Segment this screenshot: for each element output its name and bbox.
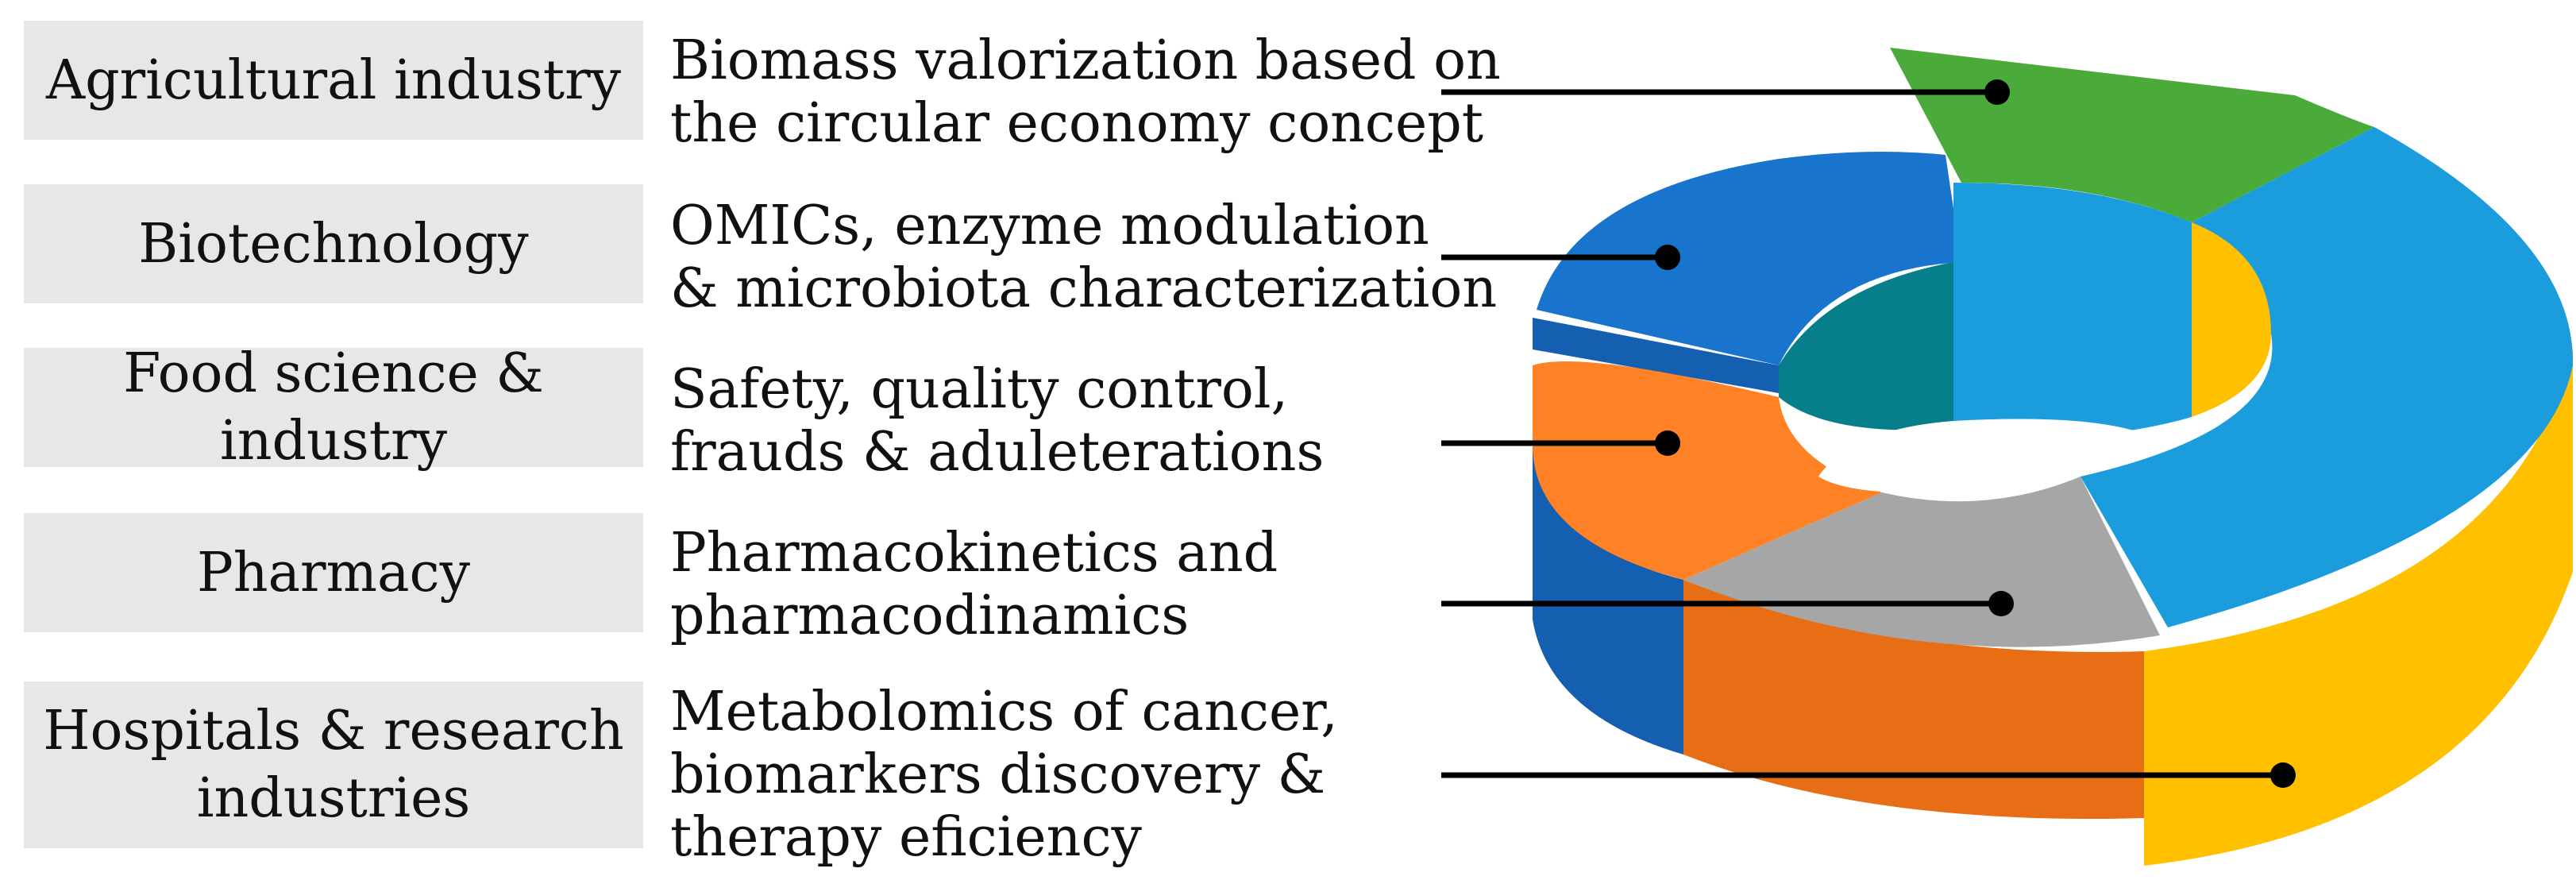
application-safety-quality: Safety, quality control, frauds & adulet… <box>670 358 1504 484</box>
category-label-line-1: Hospitals & research <box>43 700 624 762</box>
application-line-1: OMICs, enzyme modulation <box>670 195 1429 257</box>
connector-biotechnology <box>1441 245 1680 270</box>
application-line-1: Safety, quality control, <box>670 358 1289 421</box>
application-line-2: the circular economy concept <box>670 91 1484 155</box>
ring-side-yellow <box>2144 349 2573 866</box>
category-label: Pharmacy <box>196 541 471 604</box>
ring-side-blue <box>1533 318 1779 393</box>
ring-top-lightblue-center <box>1953 183 2192 439</box>
category-label: Biotechnology <box>138 212 529 276</box>
category-hospitals-research: Hospitals & research industries <box>24 681 643 848</box>
ring-side-orange <box>1683 580 2144 819</box>
ring-top-blue <box>1537 152 1961 365</box>
application-line-2: frauds & aduleterations <box>670 420 1325 484</box>
category-pharmacy: Pharmacy <box>24 513 643 632</box>
category-label: Food science & industry <box>123 342 544 473</box>
ring-inner-teal <box>1779 262 1953 430</box>
application-metabolomics: Metabolomics of cancer, biomarkers disco… <box>670 681 1504 870</box>
application-omics: OMICs, enzyme modulation & microbiota ch… <box>670 195 1504 321</box>
ring-top-orange <box>1533 361 1882 580</box>
application-biomass-valorization: Biomass valorization based on the circul… <box>670 29 1504 156</box>
category-agricultural-industry: Agricultural industry <box>24 21 643 140</box>
ring-top-lightblue-right <box>2080 127 2574 627</box>
ring-hole <box>1818 419 2152 493</box>
application-line-3: therapy eficiency <box>670 805 1142 869</box>
application-line-2: biomarkers discovery & <box>670 743 1326 806</box>
category-label-line-2: industries <box>196 767 471 830</box>
connector-pharmacy <box>1441 591 2014 616</box>
category-label: Agricultural industry <box>45 48 622 112</box>
application-pharmacokinetics: Pharmacokinetics and pharmacodinamics <box>670 522 1504 648</box>
ring-top-green <box>1890 48 2374 222</box>
application-line-2: pharmacodinamics <box>670 584 1190 647</box>
category-biotechnology: Biotechnology <box>24 184 643 303</box>
connector-food-science <box>1441 430 1680 456</box>
ring-top-yellow-inner <box>2192 222 2271 417</box>
application-line-1: Pharmacokinetics and <box>670 522 1278 585</box>
application-line-1: Metabolomics of cancer, <box>670 681 1338 743</box>
application-line-1: Biomass valorization based on <box>670 29 1501 92</box>
connector-agricultural <box>1441 79 2010 105</box>
connector-hospitals <box>1441 762 2296 788</box>
category-food-science-industry: Food science & industry <box>24 342 643 473</box>
application-line-2: & microbiota characterization <box>670 257 1498 320</box>
